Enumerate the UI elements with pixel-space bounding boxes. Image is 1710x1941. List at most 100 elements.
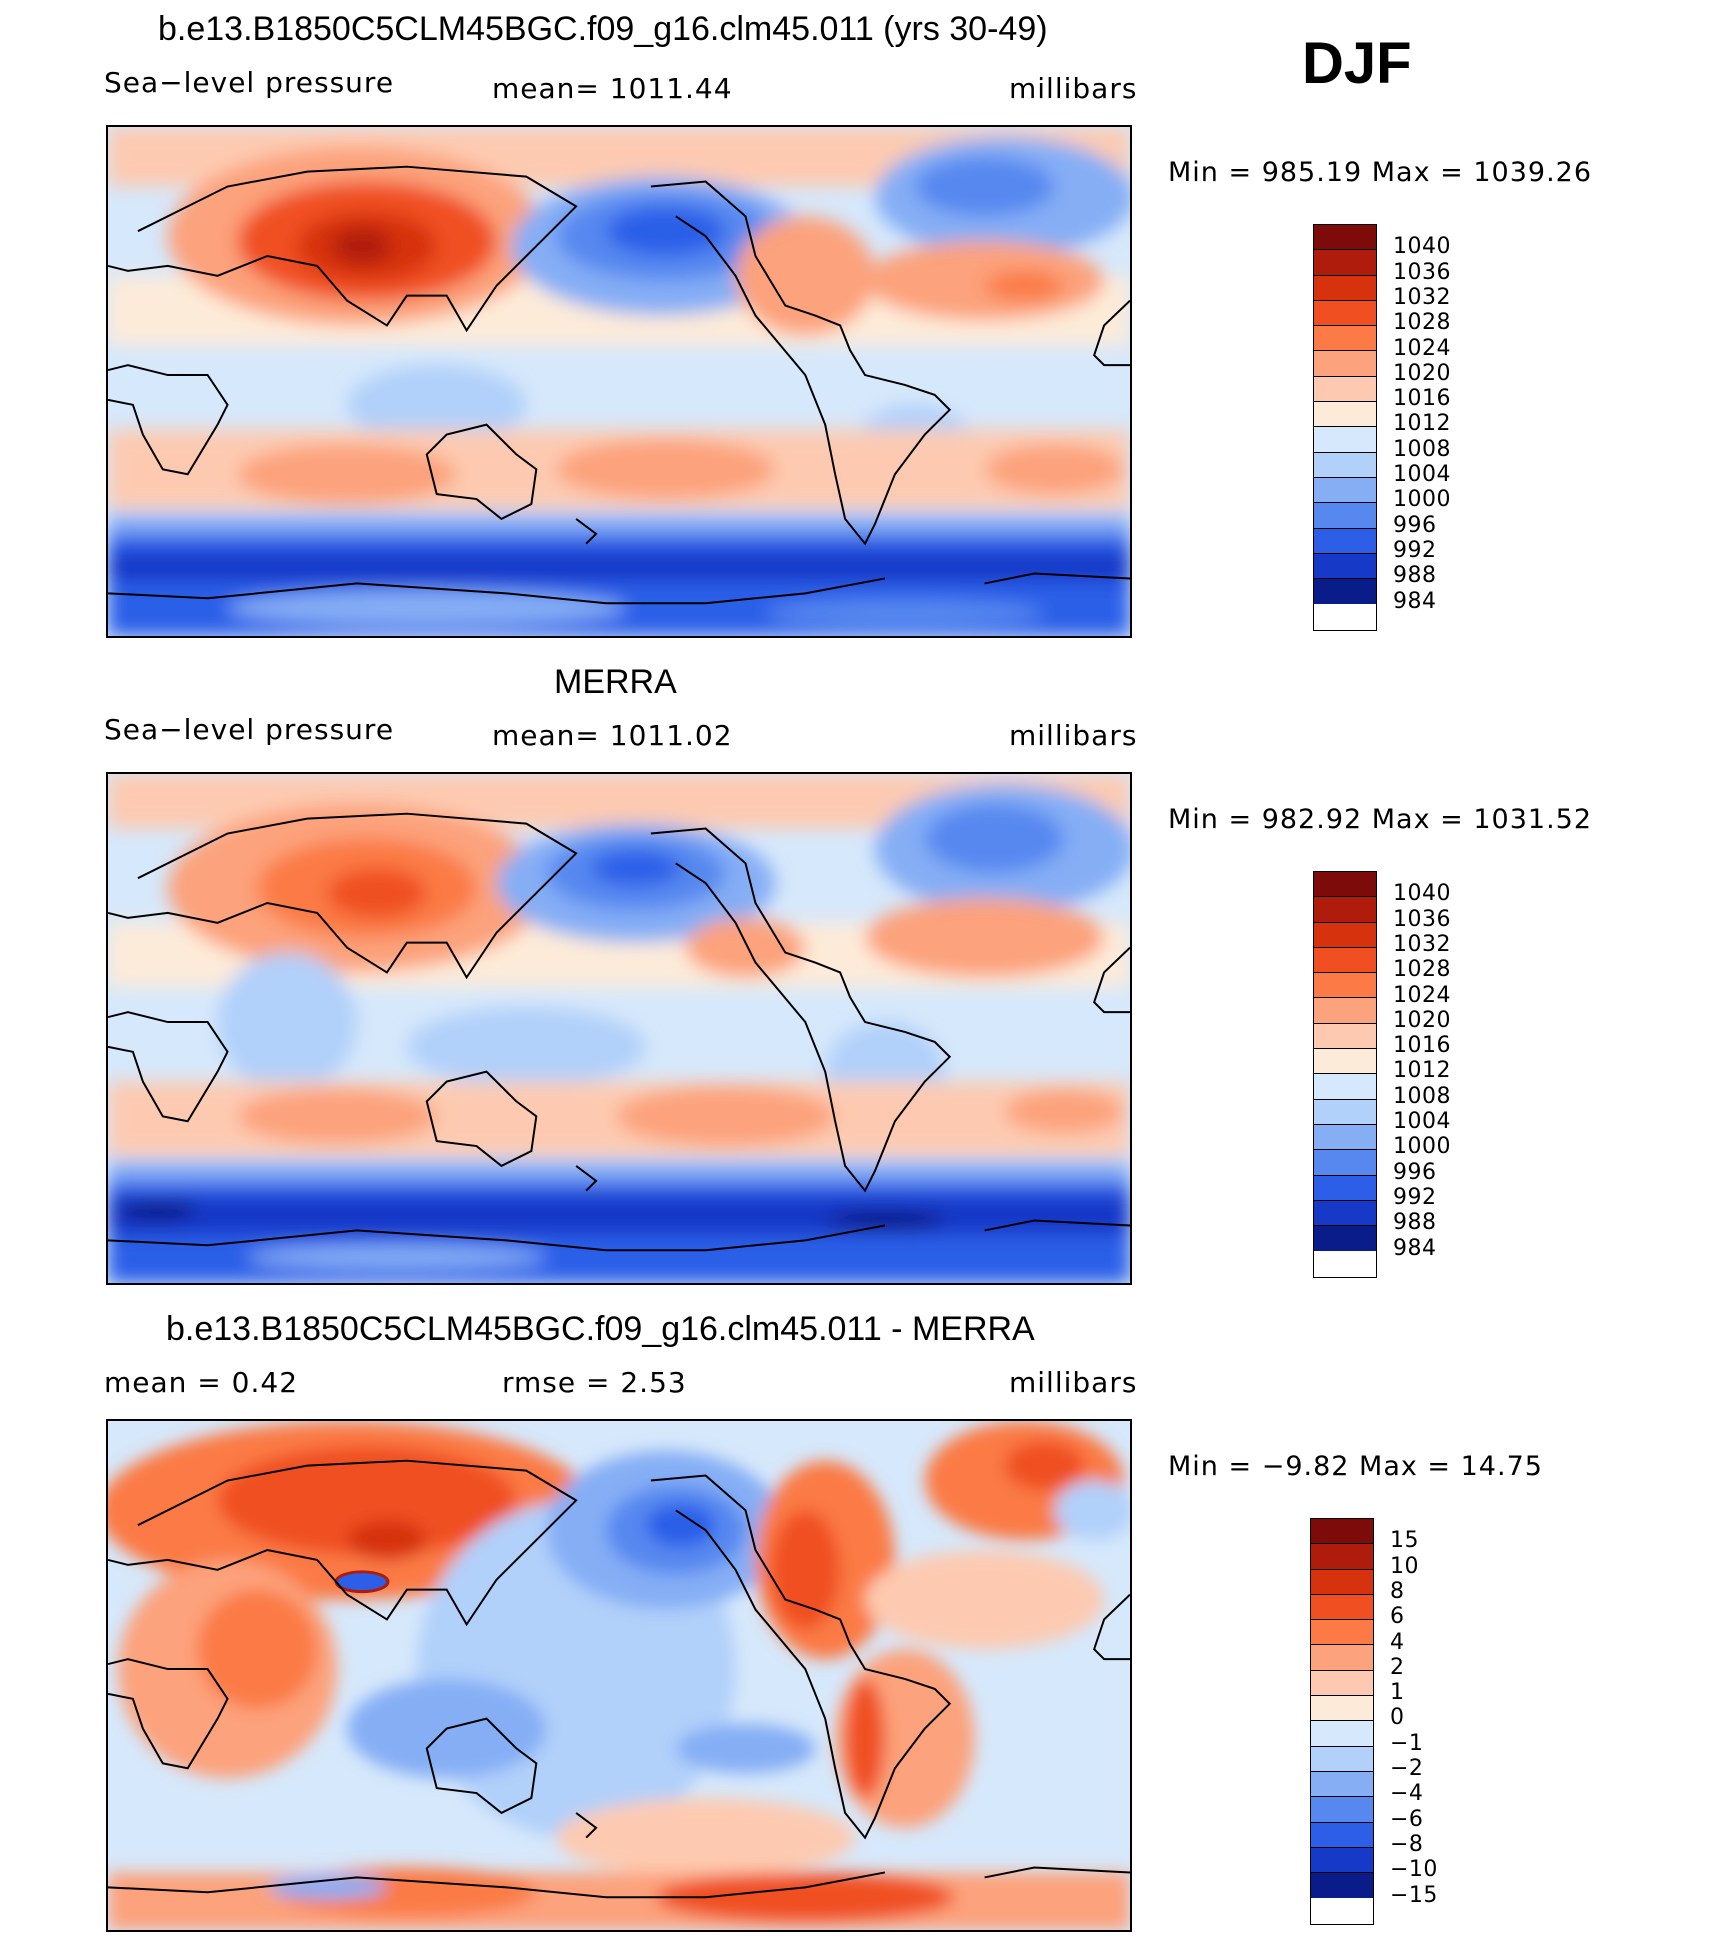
colorbar-swatch bbox=[1311, 1544, 1373, 1570]
colorbar-tick-label: 1004 bbox=[1393, 1109, 1451, 1134]
colorbar-tick-label: 10 bbox=[1390, 1553, 1419, 1579]
colorbar-tick-label: 992 bbox=[1393, 1184, 1437, 1210]
colorbar-swatch bbox=[1311, 1797, 1373, 1823]
colorbar-swatch bbox=[1314, 579, 1376, 605]
colorbar-swatch bbox=[1314, 1150, 1376, 1176]
colorbar-tick-label: 1020 bbox=[1393, 1007, 1451, 1033]
colorbar-tick-label: −8 bbox=[1390, 1831, 1424, 1857]
colorbar-swatches bbox=[1313, 224, 1377, 631]
colorbar-tick-label: 1 bbox=[1390, 1680, 1405, 1706]
colorbar-tick-label: 1004 bbox=[1393, 462, 1451, 487]
colorbar-swatch bbox=[1314, 477, 1376, 504]
colorbar-swatch bbox=[1314, 351, 1376, 377]
colorbar-swatch bbox=[1311, 1645, 1373, 1671]
colorbar-swatch bbox=[1314, 872, 1376, 898]
min-max-label: Min = −9.82 Max = 14.75 bbox=[1168, 1451, 1543, 1482]
colorbar-swatch bbox=[1311, 1620, 1373, 1646]
colorbar-tick-label: 1028 bbox=[1393, 310, 1451, 336]
colorbar-swatch bbox=[1314, 897, 1376, 923]
colorbar-tick-label: 0 bbox=[1390, 1705, 1405, 1731]
colorbar-tick-label: 1020 bbox=[1393, 360, 1451, 386]
colorbar-tick-label: 1016 bbox=[1393, 386, 1451, 412]
colorbar-swatch bbox=[1311, 1569, 1373, 1595]
colorbar-swatches bbox=[1313, 871, 1377, 1278]
colorbar-tick-label: 988 bbox=[1393, 1210, 1437, 1236]
colorbar-swatch bbox=[1314, 528, 1376, 554]
variable-label: Sea−level pressure bbox=[104, 66, 395, 99]
colorbar-tick-label: 1040 bbox=[1393, 881, 1451, 907]
colorbar-tick-label: 1028 bbox=[1393, 957, 1451, 983]
slp-map-difference bbox=[106, 1419, 1132, 1932]
colorbar-tick-label: 15 bbox=[1390, 1528, 1419, 1554]
colorbar-swatch bbox=[1314, 1074, 1376, 1100]
colorbar-tick-label: 1008 bbox=[1393, 436, 1451, 462]
min-max-label: Min = 985.19 Max = 1039.26 bbox=[1168, 157, 1593, 188]
colorbar-tick-label: 8 bbox=[1390, 1578, 1405, 1604]
colorbar-swatch bbox=[1314, 1124, 1376, 1151]
colorbar-swatch bbox=[1311, 1670, 1373, 1697]
colorbar-swatch bbox=[1311, 1519, 1373, 1545]
colorbar-swatch bbox=[1314, 402, 1376, 428]
colorbar-swatch bbox=[1314, 326, 1376, 352]
colorbar-swatch bbox=[1314, 1200, 1376, 1227]
colorbar-swatch bbox=[1311, 1696, 1373, 1722]
colorbar-tick-label: 1000 bbox=[1393, 1134, 1451, 1160]
colorbar-tick-label: 996 bbox=[1393, 1159, 1437, 1185]
colorbar-swatch bbox=[1314, 503, 1376, 529]
colorbar-swatch bbox=[1314, 300, 1376, 327]
colorbar-tick-label: −1 bbox=[1390, 1730, 1424, 1756]
colorbar-swatches bbox=[1310, 1518, 1374, 1925]
colorbar-swatch bbox=[1314, 1023, 1376, 1050]
colorbar-swatch bbox=[1314, 947, 1376, 974]
colorbar-tick-label: 992 bbox=[1393, 537, 1437, 563]
colorbar-tick-label: −6 bbox=[1390, 1806, 1424, 1832]
variable-label: Sea−level pressure bbox=[104, 713, 395, 746]
colorbar-swatch bbox=[1311, 1594, 1373, 1621]
colorbar-swatch bbox=[1314, 250, 1376, 276]
colorbar-tick-label: 988 bbox=[1393, 563, 1437, 589]
colorbar-swatch bbox=[1314, 452, 1376, 478]
colorbar-tick-label: 1008 bbox=[1393, 1083, 1451, 1109]
rmse-label: rmse = 2.53 bbox=[502, 1366, 687, 1399]
colorbar-swatch bbox=[1314, 553, 1376, 580]
colorbar-swatch bbox=[1314, 998, 1376, 1024]
colorbar-swatch bbox=[1311, 1721, 1373, 1747]
colorbar-tick-label: −10 bbox=[1390, 1857, 1438, 1883]
units-label: millibars bbox=[1009, 1366, 1138, 1399]
colorbar-tick-label: 1036 bbox=[1393, 259, 1451, 285]
min-max-label: Min = 982.92 Max = 1031.52 bbox=[1168, 804, 1593, 835]
season-label: DJF bbox=[1302, 31, 1412, 96]
colorbar-tick-label: 1032 bbox=[1393, 284, 1451, 310]
panel-title: MERRA bbox=[554, 663, 677, 701]
colorbar-swatch bbox=[1311, 1822, 1373, 1848]
colorbar-swatch bbox=[1314, 1175, 1376, 1201]
colorbar-swatch bbox=[1311, 1847, 1373, 1874]
colorbar-swatch bbox=[1314, 376, 1376, 403]
colorbar-tick-label: 1012 bbox=[1393, 411, 1451, 437]
colorbar-swatch bbox=[1314, 922, 1376, 948]
colorbar-swatch bbox=[1314, 1049, 1376, 1075]
mean-label: mean= 1011.44 bbox=[492, 72, 733, 105]
colorbar-swatch bbox=[1314, 1099, 1376, 1125]
units-label: millibars bbox=[1009, 719, 1138, 752]
mean-label: mean= 1011.02 bbox=[492, 719, 733, 752]
colorbar-tick-label: 984 bbox=[1393, 1235, 1437, 1261]
colorbar-tick-label: −4 bbox=[1390, 1781, 1424, 1807]
colorbar-tick-label: 6 bbox=[1390, 1604, 1405, 1630]
colorbar-tick-label: 2 bbox=[1390, 1654, 1405, 1680]
panel-title: b.e13.B1850C5CLM45BGC.f09_g16.clm45.011 … bbox=[166, 1310, 1035, 1348]
colorbar-tick-label: 1036 bbox=[1393, 906, 1451, 932]
colorbar-swatch bbox=[1314, 1226, 1376, 1252]
colorbar-tick-label: −15 bbox=[1390, 1882, 1438, 1908]
colorbar-swatch bbox=[1311, 1771, 1373, 1798]
colorbar-swatch bbox=[1311, 1873, 1373, 1899]
panel-title: b.e13.B1850C5CLM45BGC.f09_g16.clm45.011 … bbox=[158, 10, 1048, 48]
colorbar-tick-label: 1016 bbox=[1393, 1033, 1451, 1059]
colorbar-swatch bbox=[1314, 973, 1376, 999]
mean-label: mean = 0.42 bbox=[104, 1366, 299, 1399]
slp-map-merra bbox=[106, 772, 1132, 1285]
colorbar-tick-label: 1024 bbox=[1393, 982, 1451, 1008]
colorbar-swatch bbox=[1311, 1746, 1373, 1772]
units-label: millibars bbox=[1009, 72, 1138, 105]
colorbar-tick-label: −2 bbox=[1390, 1756, 1424, 1781]
